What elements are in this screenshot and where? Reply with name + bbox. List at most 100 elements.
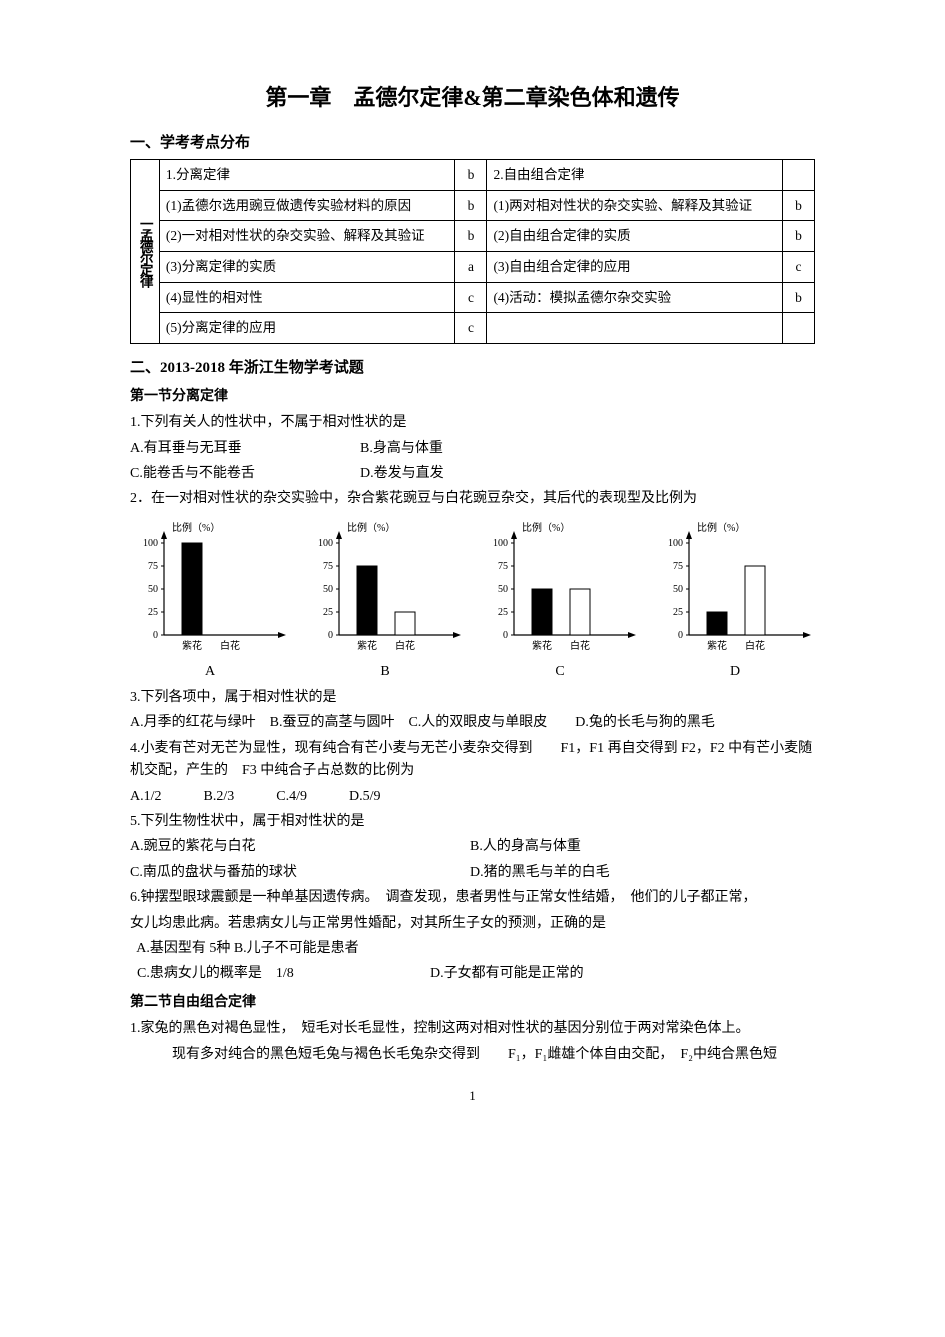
table-row: (5)分离定律的应用 c bbox=[131, 313, 815, 344]
section2-heading: 二、2013-2018 年浙江生物学考试题 bbox=[130, 356, 815, 380]
table-cell: (4)显性的相对性 bbox=[159, 282, 455, 313]
question-6-line1: 6.钟摆型眼球震颤是一种单基因遗传病。 调查发现，患者男性与正常女性结婚， 他们… bbox=[130, 887, 815, 909]
svg-text:100: 100 bbox=[493, 538, 508, 549]
question-6-options-line1: A.基因型有 5种 B.儿子不可能是患者 bbox=[130, 938, 815, 960]
question-2: 2．在一对相对性状的杂交实验中，杂合紫花豌豆与白花豌豆杂交，其后代的表现型及比例… bbox=[130, 488, 815, 510]
option-c: C.南瓜的盘状与番茄的球状 bbox=[130, 862, 470, 884]
chart-label: C bbox=[555, 661, 564, 683]
chart-label: B bbox=[380, 661, 389, 683]
bar-chart-svg: 比例（%）0255075100紫花白花 bbox=[655, 517, 815, 657]
table-cell: (3)自由组合定律的应用 bbox=[487, 251, 783, 282]
question-5-options-row1: A.豌豆的紫花与白花 B.人的身高与体重 bbox=[130, 836, 815, 858]
svg-text:25: 25 bbox=[673, 607, 683, 618]
table-cell: a bbox=[455, 251, 487, 282]
page-number: 1 bbox=[130, 1086, 815, 1107]
table-cell: b bbox=[783, 190, 815, 221]
bar-chart-svg: 比例（%） 0 25 50 75 100 紫花 白花 bbox=[305, 517, 465, 657]
option-b: B.人的身高与体重 bbox=[470, 836, 581, 858]
table-row: (3)分离定律的实质 a (3)自由组合定律的应用 c bbox=[131, 251, 815, 282]
chart-D: 比例（%）0255075100紫花白花D bbox=[655, 517, 815, 683]
svg-text:100: 100 bbox=[143, 538, 158, 549]
table-cell: b bbox=[783, 282, 815, 313]
table-cell: b bbox=[455, 221, 487, 252]
question-4-options: A.1/2 B.2/3 C.4/9 D.5/9 bbox=[130, 786, 815, 808]
option-d: D.卷发与直发 bbox=[360, 463, 444, 485]
chart-label: D bbox=[730, 661, 740, 683]
question-6-line2: 女儿均患此病。若患病女儿与正常男性婚配，对其所生子女的预测，正确的是 bbox=[130, 913, 815, 935]
svg-text:比例（%）: 比例（%） bbox=[347, 521, 395, 534]
svg-text:75: 75 bbox=[323, 561, 333, 572]
svg-text:25: 25 bbox=[148, 607, 158, 618]
table-cell: b bbox=[783, 221, 815, 252]
svg-text:50: 50 bbox=[673, 584, 683, 595]
section2-q1-line1: 1.家兔的黑色对褐色显性， 短毛对长毛显性，控制这两对相对性状的基因分别位于两对… bbox=[130, 1018, 815, 1040]
question-1-options-row1: A.有耳垂与无耳垂 B.身高与体重 bbox=[130, 438, 815, 460]
table-cell bbox=[783, 313, 815, 344]
svg-text:白花: 白花 bbox=[745, 639, 765, 652]
section1-heading: 一、学考考点分布 bbox=[130, 131, 815, 155]
option-d: D.猪的黑毛与羊的白毛 bbox=[470, 862, 610, 884]
svg-text:100: 100 bbox=[318, 538, 333, 549]
svg-text:比例（%）: 比例（%） bbox=[522, 521, 570, 534]
svg-text:0: 0 bbox=[153, 630, 158, 641]
svg-text:白花: 白花 bbox=[395, 639, 415, 652]
table-cell: b bbox=[455, 190, 487, 221]
table-row: (4)显性的相对性 c (4)活动：模拟孟德尔杂交实验 b bbox=[131, 282, 815, 313]
option-c: C.能卷舌与不能卷舌 bbox=[130, 463, 360, 485]
option-b: B.身高与体重 bbox=[360, 438, 443, 460]
svg-text:50: 50 bbox=[323, 584, 333, 595]
svg-text:75: 75 bbox=[498, 561, 508, 572]
svg-text:0: 0 bbox=[503, 630, 508, 641]
table-cell: (3)分离定律的实质 bbox=[159, 251, 455, 282]
chart-B: 比例（%） 0 25 50 75 100 紫花 白花 B bbox=[305, 517, 465, 683]
svg-text:紫花: 紫花 bbox=[357, 639, 377, 652]
table-cell: (4)活动：模拟孟德尔杂交实验 bbox=[487, 282, 783, 313]
table-cell: c bbox=[455, 282, 487, 313]
option-c: C.患病女儿的概率是 1/8 bbox=[130, 963, 430, 985]
charts-row: 比例（%） 0 25 50 75 100 紫花 白花 A 比例（%） 0 25 50 75 100 紫花 白花 B… bbox=[130, 517, 815, 683]
table-row: (1)孟德尔选用豌豆做遗传实验材料的原因 b (1)两对相对性状的杂交实验、解释… bbox=[131, 190, 815, 221]
bar-chart-svg: 比例（%）0255075100紫花白花 bbox=[130, 517, 290, 657]
question-5-options-row2: C.南瓜的盘状与番茄的球状 D.猪的黑毛与羊的白毛 bbox=[130, 862, 815, 884]
svg-text:比例（%）: 比例（%） bbox=[697, 521, 745, 534]
svg-text:75: 75 bbox=[673, 561, 683, 572]
chart-label: A bbox=[205, 661, 215, 683]
question-6-options-line2: C.患病女儿的概率是 1/8 D.子女都有可能是正常的 bbox=[130, 963, 815, 985]
bar-chart-svg: 比例（%）0255075100紫花白花 bbox=[480, 517, 640, 657]
table-cell: c bbox=[455, 313, 487, 344]
table-vertical-header: 一孟德尔定律 bbox=[131, 160, 160, 344]
question-3: 3.下列各项中，属于相对性状的是 bbox=[130, 687, 815, 709]
table-cell: b bbox=[455, 160, 487, 191]
subsection2-heading: 第二节自由组合定律 bbox=[130, 992, 815, 1014]
table-cell: (2)自由组合定律的实质 bbox=[487, 221, 783, 252]
table-row: (2)一对相对性状的杂交实验、解释及其验证 b (2)自由组合定律的实质 b bbox=[131, 221, 815, 252]
svg-text:紫花: 紫花 bbox=[532, 639, 552, 652]
option-d: D.子女都有可能是正常的 bbox=[430, 963, 584, 985]
table-row: 一孟德尔定律 1.分离定律 b 2.自由组合定律 bbox=[131, 160, 815, 191]
svg-text:白花: 白花 bbox=[220, 639, 240, 652]
question-3-options: A.月季的红花与绿叶 B.蚕豆的高茎与圆叶 C.人的双眼皮与单眼皮 D.兔的长毛… bbox=[130, 712, 815, 734]
table-cell: (1)孟德尔选用豌豆做遗传实验材料的原因 bbox=[159, 190, 455, 221]
subsection1-heading: 第一节分离定律 bbox=[130, 386, 815, 408]
svg-text:100: 100 bbox=[668, 538, 683, 549]
section2-q1-line2: 现有多对纯合的黑色短毛兔与褐色长毛兔杂交得到 F₁，F₁雌雄个体自由交配， F₂… bbox=[130, 1044, 815, 1066]
svg-text:0: 0 bbox=[328, 630, 333, 641]
table-cell: 2.自由组合定律 bbox=[487, 160, 783, 191]
question-5: 5.下列生物性状中，属于相对性状的是 bbox=[130, 811, 815, 833]
knowledge-points-table: 一孟德尔定律 1.分离定律 b 2.自由组合定律 (1)孟德尔选用豌豆做遗传实验… bbox=[130, 159, 815, 344]
table-cell: c bbox=[783, 251, 815, 282]
table-cell: 1.分离定律 bbox=[159, 160, 455, 191]
svg-text:0: 0 bbox=[678, 630, 683, 641]
question-1-options-row2: C.能卷舌与不能卷舌 D.卷发与直发 bbox=[130, 463, 815, 485]
chart-A: 比例（%）0255075100紫花白花A bbox=[130, 517, 290, 683]
question-4: 4.小麦有芒对无芒为显性，现有纯合有芒小麦与无芒小麦杂交得到 F1，F1 再自交… bbox=[130, 738, 815, 783]
question-1: 1.下列有关人的性状中，不属于相对性状的是 bbox=[130, 412, 815, 434]
table-cell bbox=[783, 160, 815, 191]
svg-text:25: 25 bbox=[498, 607, 508, 618]
option-a: A.豌豆的紫花与白花 bbox=[130, 836, 470, 858]
svg-text:75: 75 bbox=[148, 561, 158, 572]
table-cell: (2)一对相对性状的杂交实验、解释及其验证 bbox=[159, 221, 455, 252]
svg-text:紫花: 紫花 bbox=[182, 639, 202, 652]
svg-text:25: 25 bbox=[323, 607, 333, 618]
table-cell: (1)两对相对性状的杂交实验、解释及其验证 bbox=[487, 190, 783, 221]
